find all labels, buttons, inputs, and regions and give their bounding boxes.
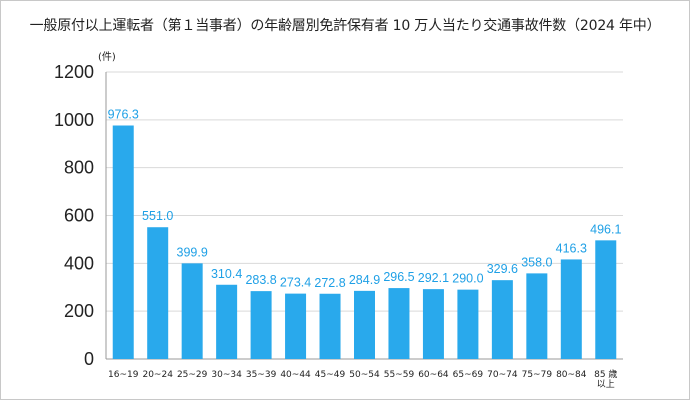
data-label: 551.0 bbox=[142, 209, 173, 223]
bar bbox=[147, 227, 169, 359]
bar bbox=[112, 125, 134, 359]
x-tick-label: 20~24 bbox=[142, 370, 173, 380]
y-tick-label: 800 bbox=[64, 158, 94, 178]
x-tick-label: 55~59 bbox=[384, 370, 415, 380]
x-tick-label: 80~84 bbox=[556, 370, 587, 380]
bar bbox=[526, 273, 548, 359]
bar bbox=[285, 293, 307, 359]
x-tick-label: 45~49 bbox=[315, 370, 346, 380]
x-tick-label: 60~64 bbox=[418, 370, 449, 380]
data-label: 273.4 bbox=[280, 276, 311, 290]
bar bbox=[354, 290, 375, 359]
y-axis-unit: (件) bbox=[98, 51, 116, 63]
data-label: 329.6 bbox=[487, 262, 518, 276]
bar bbox=[181, 263, 203, 359]
y-tick-label: 1000 bbox=[54, 110, 94, 130]
data-label: 399.9 bbox=[177, 245, 208, 259]
data-label: 284.9 bbox=[349, 273, 380, 287]
y-tick-label: 600 bbox=[64, 206, 94, 226]
y-tick-label: 400 bbox=[64, 253, 94, 273]
y-tick-label: 1200 bbox=[54, 62, 94, 82]
data-label: 310.4 bbox=[211, 267, 242, 281]
bar bbox=[595, 240, 617, 359]
y-tick-label: 0 bbox=[84, 349, 94, 369]
x-tick-label: 70~74 bbox=[487, 370, 518, 380]
bar bbox=[388, 288, 410, 359]
x-tick-label: 30~34 bbox=[211, 370, 242, 380]
data-label: 496.1 bbox=[590, 222, 621, 236]
bar bbox=[319, 293, 341, 359]
bar bbox=[422, 289, 444, 359]
x-tick-label: 50~54 bbox=[349, 370, 380, 380]
x-tick-label: 16~19 bbox=[108, 370, 139, 380]
bar bbox=[491, 280, 513, 359]
x-tick-label: 65~69 bbox=[453, 370, 484, 380]
bar bbox=[216, 284, 238, 359]
data-label: 296.5 bbox=[383, 270, 414, 284]
x-tick-label: 35~39 bbox=[246, 370, 277, 380]
data-label: 272.8 bbox=[314, 276, 345, 290]
chart-title: 一般原付以上運転者（第１当事者）の年齢層別免許保有者 10 万人当たり交通事故件… bbox=[29, 18, 661, 34]
x-tick-label: 85 歳 bbox=[594, 368, 617, 380]
data-label: 292.1 bbox=[418, 271, 449, 285]
data-label: 358.0 bbox=[521, 255, 552, 269]
data-label: 290.0 bbox=[452, 272, 483, 286]
x-tick-label: 以上 bbox=[597, 379, 615, 390]
data-label: 283.8 bbox=[245, 273, 276, 287]
bar bbox=[560, 259, 582, 359]
bar bbox=[250, 291, 272, 359]
x-tick-label: 40~44 bbox=[280, 370, 311, 380]
x-tick-label: 75~79 bbox=[522, 370, 553, 380]
data-label: 976.3 bbox=[108, 108, 139, 122]
x-tick-label: 25~29 bbox=[177, 370, 208, 380]
y-tick-label: 200 bbox=[64, 301, 94, 321]
data-label: 416.3 bbox=[556, 241, 587, 255]
bar bbox=[457, 289, 479, 359]
